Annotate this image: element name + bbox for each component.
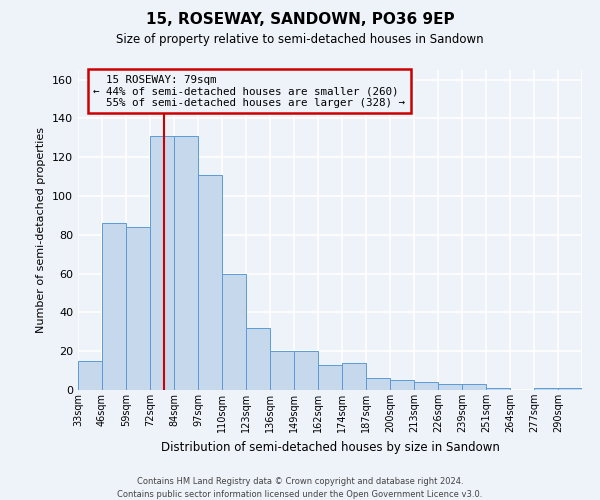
Bar (294, 351, 318, 390)
Bar (462, 384, 486, 390)
Bar (534, 388, 558, 390)
Bar (558, 388, 582, 390)
Bar (198, 174, 222, 390)
Bar (438, 384, 462, 390)
Bar (366, 378, 390, 390)
Text: 15, ROSEWAY, SANDOWN, PO36 9EP: 15, ROSEWAY, SANDOWN, PO36 9EP (146, 12, 454, 28)
Bar (150, 136, 174, 390)
Bar (126, 227, 150, 390)
Text: 15 ROSEWAY: 79sqm
← 44% of semi-detached houses are smaller (260)
  55% of semi-: 15 ROSEWAY: 79sqm ← 44% of semi-detached… (93, 75, 405, 108)
Bar (414, 382, 438, 390)
Bar (486, 388, 510, 390)
Bar (390, 380, 414, 390)
Text: Contains HM Land Registry data © Crown copyright and database right 2024.: Contains HM Land Registry data © Crown c… (137, 478, 463, 486)
Bar (246, 328, 270, 390)
Text: Contains public sector information licensed under the Open Government Licence v3: Contains public sector information licen… (118, 490, 482, 499)
Bar (342, 363, 366, 390)
Text: Size of property relative to semi-detached houses in Sandown: Size of property relative to semi-detach… (116, 32, 484, 46)
Bar (318, 365, 342, 390)
Y-axis label: Number of semi-detached properties: Number of semi-detached properties (37, 127, 46, 333)
Bar (270, 351, 294, 390)
Bar (78, 361, 102, 390)
Bar (174, 136, 198, 390)
Bar (102, 223, 126, 390)
X-axis label: Distribution of semi-detached houses by size in Sandown: Distribution of semi-detached houses by … (161, 440, 499, 454)
Bar (222, 274, 246, 390)
